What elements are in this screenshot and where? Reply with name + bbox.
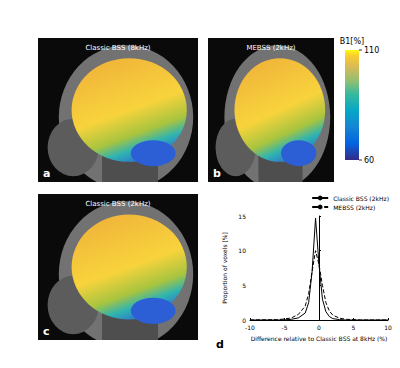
svg-text:Difference relative to Classic: Difference relative to Classic BSS at 8k…: [251, 335, 388, 342]
svg-text:Classic BSS (2kHz): Classic BSS (2kHz): [333, 195, 389, 202]
svg-text:d: d: [216, 338, 224, 351]
svg-text:Classic BSS (2kHz): Classic BSS (2kHz): [85, 200, 150, 208]
svg-text:0: 0: [317, 324, 321, 331]
svg-text:15: 15: [238, 213, 246, 220]
svg-text:Classic BSS (8kHz): Classic BSS (8kHz): [85, 44, 150, 52]
svg-text:110: 110: [364, 46, 379, 55]
svg-text:10: 10: [238, 247, 246, 254]
svg-text:5: 5: [352, 324, 356, 331]
svg-text:MEBSS (2kHz): MEBSS (2kHz): [246, 44, 295, 52]
svg-text:B1[%]: B1[%]: [340, 37, 364, 46]
svg-text:60: 60: [364, 156, 374, 165]
svg-text:-10: -10: [245, 324, 255, 331]
svg-text:-5: -5: [282, 324, 288, 331]
svg-text:5: 5: [242, 282, 246, 289]
svg-text:0: 0: [242, 317, 246, 324]
svg-text:MEBSS (2kHz): MEBSS (2kHz): [333, 204, 375, 211]
svg-text:10: 10: [384, 324, 392, 331]
svg-text:a: a: [43, 167, 50, 180]
svg-text:b: b: [213, 167, 221, 180]
svg-text:Proportion of voxels [%]: Proportion of voxels [%]: [221, 232, 229, 304]
svg-text:c: c: [43, 325, 50, 338]
